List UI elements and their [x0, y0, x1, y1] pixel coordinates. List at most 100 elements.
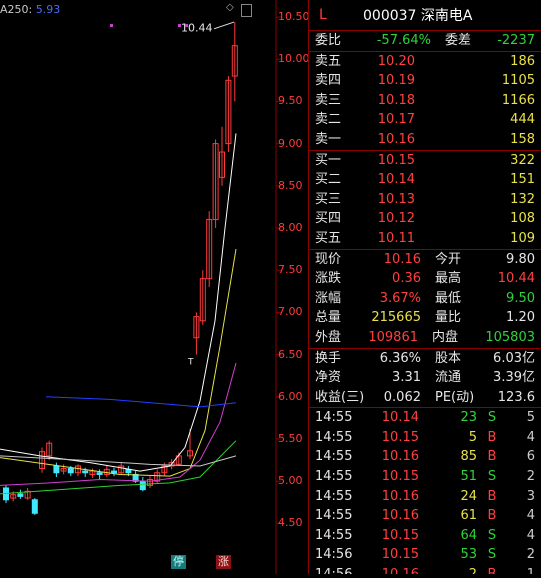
- tick-row: 14:55 10.15 5 B 4: [309, 428, 541, 448]
- fundamental-value: 0.062: [383, 389, 421, 405]
- price-axis-label: 7.00: [278, 305, 303, 319]
- ask-price: 10.19: [377, 73, 415, 89]
- ask-price: 10.20: [377, 53, 415, 69]
- price-axis-label: 10.00: [278, 52, 310, 66]
- price-axis-label: 8.00: [278, 221, 303, 234]
- tick-price: 10.15: [381, 547, 419, 563]
- stat-label: 最高: [435, 271, 462, 287]
- price-axis-label: 8.50: [278, 178, 303, 192]
- tick-volume: 5: [468, 429, 477, 445]
- event-marker: [110, 24, 113, 28]
- candle-body: [187, 450, 193, 457]
- tick-row: 14:55 10.15 51 S 2: [309, 467, 541, 487]
- tick-side: B: [487, 488, 497, 504]
- bid-row[interactable]: 买五 10.11 109: [309, 229, 541, 249]
- candle-body: [219, 151, 225, 178]
- candle-body: [154, 472, 161, 482]
- tick-time: 14:56: [315, 565, 369, 574]
- ask-price: 10.17: [377, 112, 415, 128]
- fundamental-label: 流通: [435, 370, 462, 386]
- tick-volume: 61: [460, 508, 477, 524]
- stat-value: 9.50: [506, 290, 535, 306]
- tick-price: 10.15: [381, 527, 419, 543]
- tick-price: 10.16: [381, 488, 419, 504]
- price-axis-label: 5.00: [278, 474, 303, 488]
- ask-volume: 186: [510, 53, 535, 69]
- tick-time: 14:56: [315, 547, 353, 563]
- weibi-label: 委比: [315, 33, 342, 48]
- tick-time: 14:55: [315, 508, 353, 524]
- ask-volume: 158: [510, 131, 535, 147]
- stat-value: 105803: [485, 329, 535, 345]
- tick-count: 4: [526, 527, 535, 543]
- candle-body: [46, 442, 53, 457]
- candle-body: [168, 462, 175, 467]
- weibi-row: 委比 -57.64% 委差 -2237: [309, 31, 541, 52]
- bid-row[interactable]: 买三 10.13 132: [309, 190, 541, 210]
- ask-price: 10.18: [377, 92, 415, 108]
- tick-list[interactable]: 14:55 10.14 23 S 5 14:55 10.15 5 B 4 14:55 10.16 85 B…: [309, 408, 541, 574]
- ask-book: 卖五 10.20 186 卖四 10.19 1105 卖三 10.18 1166 卖二 10.17 4…: [309, 52, 541, 151]
- ask-row[interactable]: 卖三 10.18 1166: [309, 91, 541, 111]
- tick-volume: 85: [460, 449, 477, 465]
- bid-row[interactable]: 买四 10.12 108: [309, 209, 541, 229]
- weicha-label: 委差: [445, 33, 472, 48]
- bid-row[interactable]: 买二 10.14 151: [309, 170, 541, 190]
- tick-count: 4: [526, 508, 535, 524]
- bid-row[interactable]: 买一 10.15 322: [309, 151, 541, 171]
- ask-row[interactable]: 卖四 10.19 1105: [309, 71, 541, 91]
- stat-row: 总量 215665 量比 1.20: [309, 308, 541, 328]
- tick-count: 3: [526, 488, 535, 504]
- bid-price: 10.13: [377, 191, 415, 207]
- ask-row[interactable]: 卖五 10.20 186: [309, 52, 541, 72]
- stat-label: 量比: [435, 310, 462, 326]
- stat-value: 3.67%: [379, 290, 421, 306]
- stock-header: L 000037 深南电A: [309, 0, 541, 31]
- limit-up-button[interactable]: 涨: [216, 555, 231, 569]
- ma250-line: [45, 396, 237, 408]
- stock-code-name[interactable]: 000037 深南电A: [363, 8, 473, 24]
- panel-toggle-icon[interactable]: [241, 4, 252, 17]
- fundamental-value: 6.36%: [379, 350, 421, 366]
- candle-body: [53, 465, 60, 474]
- stat-label: 最低: [435, 290, 462, 306]
- bid-price: 10.12: [377, 211, 415, 227]
- stat-label: 涨幅: [315, 290, 342, 306]
- market-mark: L: [319, 7, 327, 23]
- tick-row: 14:55 10.14 23 S 5: [309, 408, 541, 428]
- bid-volume: 132: [510, 191, 535, 207]
- fundamental-value: 6.03亿: [493, 350, 535, 366]
- stat-value: 215665: [371, 310, 421, 326]
- stop-button[interactable]: 停: [171, 555, 186, 569]
- candle-body: [96, 472, 103, 475]
- bid-price: 10.14: [377, 172, 415, 188]
- stat-value: 9.80: [506, 251, 535, 267]
- tick-count: 2: [526, 547, 535, 563]
- price-axis-label: 9.00: [278, 136, 303, 150]
- stat-value: 10.44: [497, 271, 535, 287]
- ask-row[interactable]: 卖二 10.17 444: [309, 110, 541, 130]
- tick-row: 14:55 10.15 64 S 4: [309, 526, 541, 546]
- peak-pointer: [213, 21, 235, 30]
- ask-volume: 444: [510, 112, 535, 128]
- tick-price: 10.16: [381, 449, 419, 465]
- stat-label: 内盘: [432, 329, 459, 345]
- stat-value: 1.20: [506, 310, 535, 326]
- tick-time: 14:55: [315, 469, 353, 485]
- kline-chart[interactable]: 10.44 T A250: 5.93 ◇ 10.50 10.00 9.50 9.00 8.…: [0, 0, 310, 574]
- candle-body: [225, 79, 232, 145]
- tick-volume: 64: [460, 527, 477, 543]
- candle-body: [82, 470, 89, 474]
- quote-panel: L 000037 深南电A 委比 -57.64% 委差 -2237 卖五 10.2…: [308, 0, 541, 574]
- ma-line: [0, 249, 237, 477]
- diamond-icon[interactable]: ◇: [226, 2, 234, 13]
- ask-row[interactable]: 卖一 10.16 158: [309, 130, 541, 150]
- tick-side: B: [487, 429, 497, 445]
- candle-body: [206, 219, 213, 280]
- kline-canvas[interactable]: 10.44 T: [0, 0, 308, 574]
- price-axis-label: 6.50: [278, 347, 303, 361]
- low-mark: T: [187, 358, 194, 368]
- price-axis-label: 10.50: [278, 10, 310, 23]
- stat-label: 外盘: [315, 329, 342, 345]
- fundamental-value: 3.31: [392, 370, 421, 386]
